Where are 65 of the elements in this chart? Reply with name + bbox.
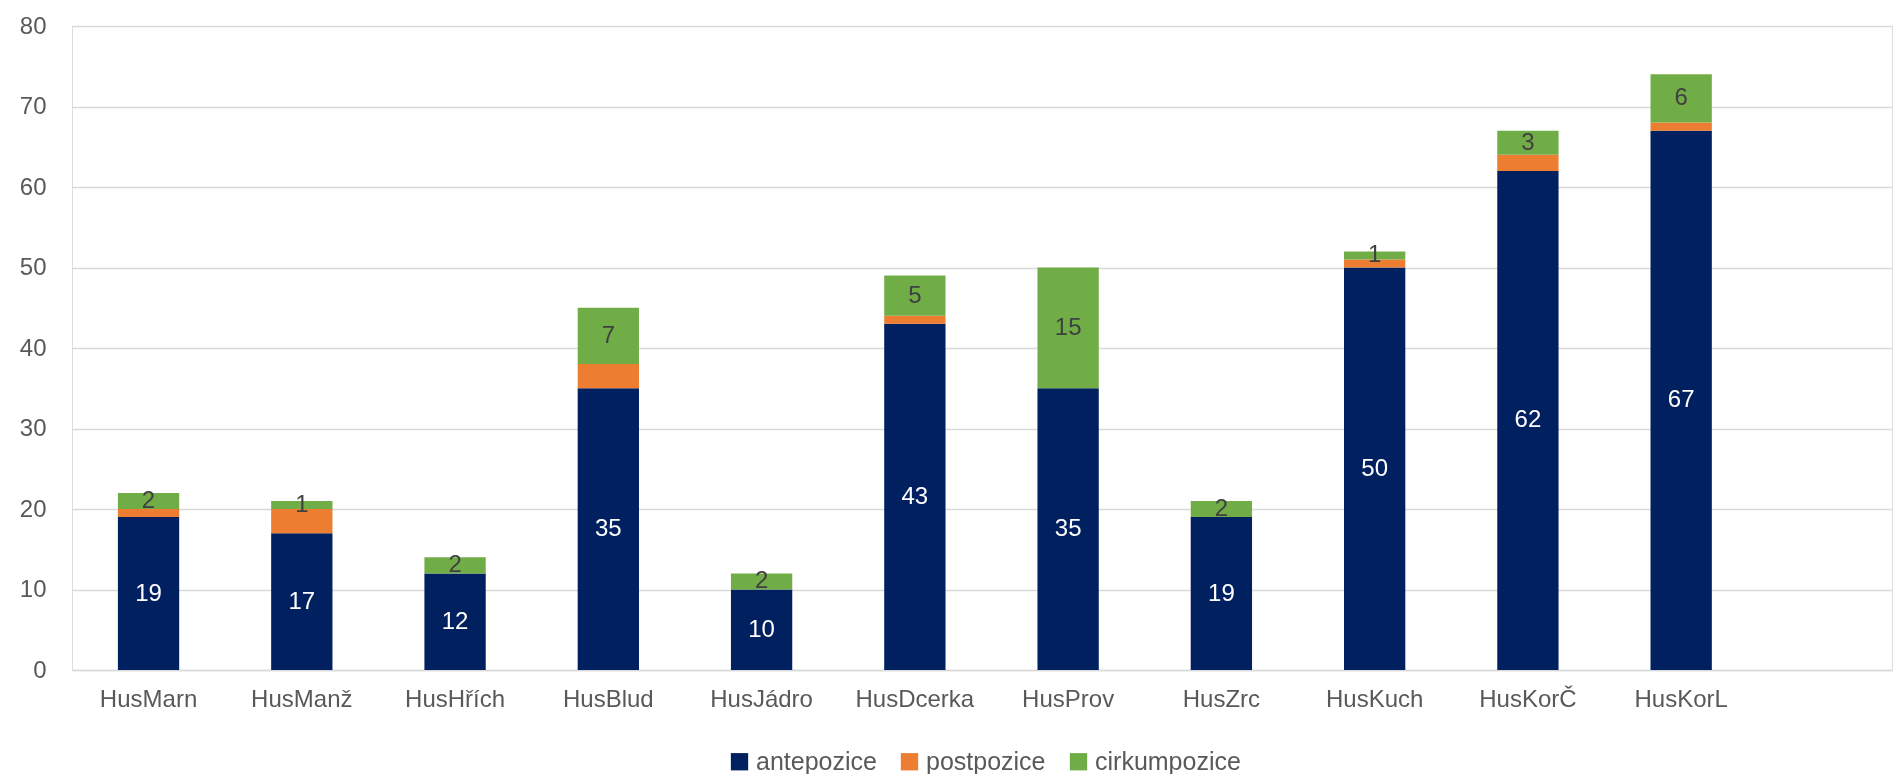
x-tick-label: HusKorL [1634,684,1728,712]
bar [577,364,639,389]
x-tick-label: HusMarn [99,684,198,712]
bar [1037,267,1099,389]
bar [730,573,793,590]
data-label: 50 [1361,453,1388,481]
data-label: 12 [441,606,469,634]
x-tick-label: HusKorČ [1479,684,1577,712]
bar [1037,388,1099,670]
x-tick-label: HusJádro [710,684,813,712]
data-label: 2 [448,550,462,578]
data-label: 19 [135,578,162,606]
data-label: 2 [754,566,769,594]
data-label: 2 [141,485,156,513]
bar [577,307,639,365]
x-tick-label: HusKuch [1325,684,1424,712]
bar [1497,130,1559,155]
bar [424,573,486,670]
data-label: 3 [1521,127,1535,155]
data-label: 35 [594,514,622,542]
bar [730,589,793,670]
bar [1650,122,1712,131]
bar [1190,500,1253,518]
data-label: 15 [1054,312,1082,340]
data-label: 62 [1514,405,1542,433]
bar [1190,517,1253,670]
bar [271,533,333,670]
y-tick-label: 70 [19,92,47,119]
data-label: 17 [288,586,316,614]
bar [424,557,486,574]
bar [1497,170,1559,670]
bar [117,492,180,509]
bar [117,509,180,518]
data-label: 2 [1214,494,1229,521]
data-label: 5 [908,280,922,308]
bar [1344,267,1406,670]
y-tick-label: 10 [19,575,47,602]
data-label: 35 [1054,514,1082,542]
bar [577,388,639,670]
bar [884,275,946,316]
x-tick-label: HusZrc [1182,684,1261,712]
y-tick-label: 20 [19,494,47,522]
bar [884,315,946,324]
y-tick-label: 30 [19,414,47,441]
data-label: 6 [1674,83,1688,111]
data-label: 10 [748,614,775,642]
bar [884,323,946,670]
x-tick-label: HusBlud [562,684,654,712]
data-label: 43 [901,481,929,509]
data-label: 7 [601,320,616,348]
data-label: 67 [1667,385,1695,413]
bar [1650,130,1712,670]
data-label: 19 [1208,578,1235,606]
y-tick-label: 60 [19,172,47,200]
y-tick-label: 0 [33,655,47,683]
bar [1497,154,1559,171]
x-tick-label: HusProv [1022,684,1115,712]
y-tick-label: 40 [19,333,47,361]
x-tick-label: HusManž [251,684,353,712]
bar [117,517,180,670]
x-tick-label: HusDcerka [855,684,975,712]
y-tick-label: 50 [19,253,47,280]
x-tick-label: HusHřích [405,684,506,712]
y-tick-label: 80 [19,11,47,39]
bar [1650,74,1712,123]
